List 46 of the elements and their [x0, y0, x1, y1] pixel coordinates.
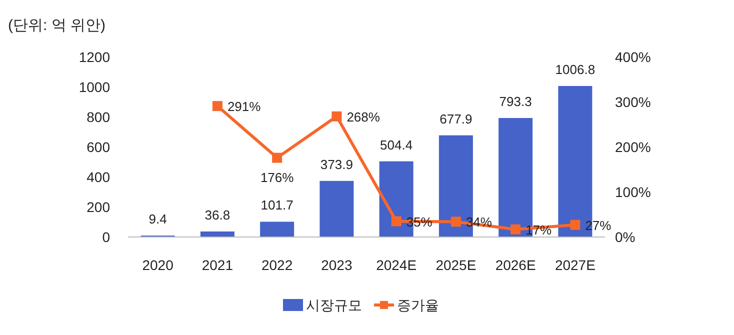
- data-label: 373.9: [320, 156, 353, 172]
- bar: [260, 222, 294, 237]
- x-tick-label: 2025E: [436, 257, 476, 273]
- point: [212, 101, 222, 112]
- data-label: 176%: [260, 170, 294, 185]
- bar: [200, 231, 234, 237]
- legend-label: 증가율: [397, 297, 439, 313]
- y-tick-label: 800: [86, 109, 110, 125]
- x-tick-label: 2021: [202, 257, 234, 273]
- y2-tick-label: 100%: [615, 184, 651, 200]
- x-tick-label: 2020: [142, 257, 174, 273]
- data-label: 1006.8: [555, 62, 596, 77]
- y2-tick-label: 0%: [615, 229, 636, 245]
- y-tick-label: 1000: [78, 79, 110, 95]
- y-tick-label: 0: [102, 229, 110, 245]
- y2-tick-label: 300%: [615, 94, 651, 110]
- y2-tick-label: 400%: [615, 49, 651, 65]
- data-label: 36.8: [204, 207, 230, 222]
- point: [332, 111, 342, 122]
- data-label: 677.9: [440, 111, 472, 126]
- data-label: 291%: [227, 99, 262, 114]
- x-tick-label: 2024E: [376, 257, 417, 273]
- point: [391, 216, 402, 226]
- data-label: 34%: [466, 214, 492, 230]
- y-tick-label: 200: [86, 199, 110, 215]
- x-tick-label: 2027E: [554, 257, 596, 273]
- data-label: 9.4: [148, 212, 167, 227]
- y2-tick-label: 200%: [615, 139, 651, 155]
- y-tick-label: 400: [86, 169, 110, 185]
- data-label: 35%: [406, 214, 433, 230]
- legend-label: 시장규모: [306, 297, 362, 313]
- y-tick-label: 600: [86, 139, 110, 155]
- point: [272, 152, 282, 163]
- point: [450, 216, 461, 227]
- point: [510, 224, 521, 234]
- x-tick-label: 2023: [321, 257, 352, 273]
- data-label: 101.7: [260, 198, 294, 213]
- y-tick-label: 1200: [78, 49, 110, 65]
- data-label: 504.4: [380, 137, 413, 152]
- y-axis-title: (단위: 억 위안): [8, 17, 106, 34]
- data-label: 268%: [346, 109, 380, 124]
- bar: [320, 180, 354, 237]
- data-label: 793.3: [499, 94, 532, 110]
- x-tick-label: 2026E: [495, 257, 536, 273]
- x-tick-label: 2022: [261, 257, 293, 273]
- point: [570, 220, 580, 230]
